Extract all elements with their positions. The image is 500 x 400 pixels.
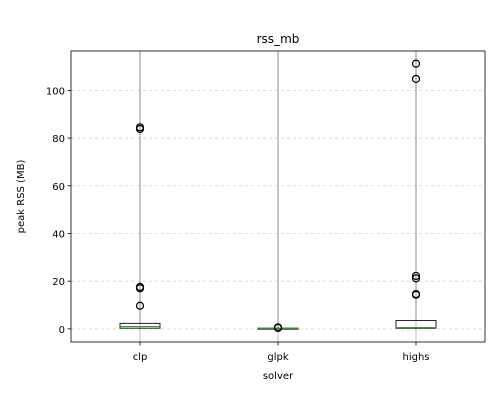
y-tick-label: 80 (52, 134, 65, 145)
whisker-layer (139, 51, 417, 329)
y-tick-label: 100 (46, 86, 65, 97)
x-tick-label: highs (402, 352, 429, 363)
y-axis-ticks: 0 20 40 60 80 100 (46, 86, 71, 336)
outlier-point (135, 282, 145, 292)
x-axis-ticks: clp glpk highs (133, 342, 430, 363)
outlier-point (411, 74, 421, 84)
x-tick-label: glpk (267, 352, 288, 363)
chart-title: rss_mb (257, 32, 300, 46)
outlier-point (135, 301, 145, 310)
x-axis-title: solver (263, 371, 294, 382)
y-tick-label: 60 (52, 182, 65, 193)
x-tick-label: clp (133, 352, 148, 363)
outlier-point (411, 59, 421, 68)
outlier-point (411, 274, 421, 283)
outlier-point (411, 271, 421, 281)
outlier-layer (135, 59, 421, 333)
outlier-point (273, 323, 283, 332)
box-clp (119, 322, 161, 329)
y-tick-label: 20 (52, 277, 65, 288)
outlier-point (411, 289, 421, 299)
y-tick-label: 40 (52, 229, 65, 240)
box-highs (395, 320, 437, 329)
y-tick-label: 0 (59, 325, 65, 336)
outlier-point (135, 123, 145, 132)
y-axis-title: peak RSS (MB) (16, 160, 27, 234)
box-layer (119, 320, 437, 330)
